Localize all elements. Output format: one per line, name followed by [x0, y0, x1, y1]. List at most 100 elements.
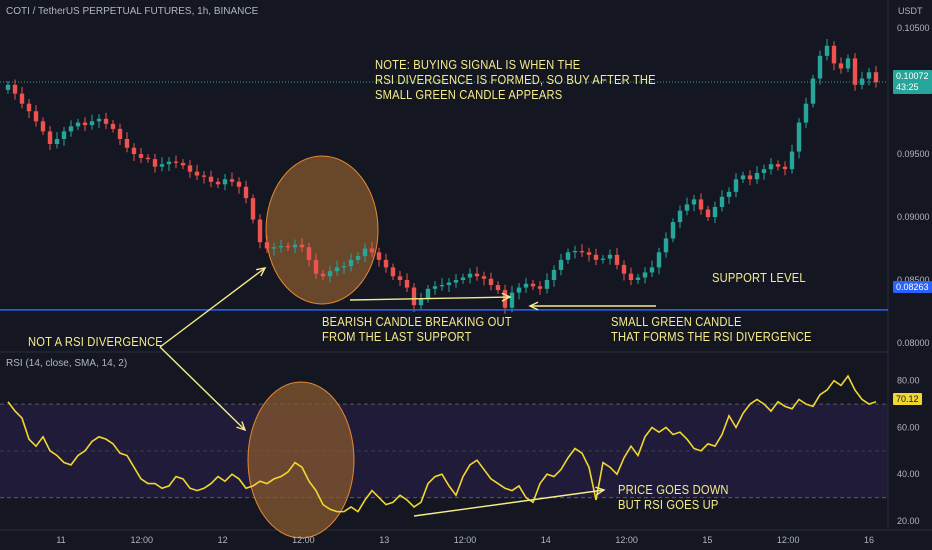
candle-body: [642, 272, 648, 278]
rsi-tick-label: 20.00: [897, 516, 920, 526]
axes: 0.105000.100000.095000.090000.085000.080…: [56, 23, 929, 545]
candle-body: [348, 259, 354, 267]
candle-body: [838, 63, 844, 69]
candle-body: [243, 186, 249, 199]
candle-body: [810, 78, 816, 104]
candle-body: [362, 248, 368, 257]
candle-body: [740, 175, 746, 180]
candle-body: [397, 276, 403, 280]
candle-body: [782, 166, 788, 170]
candle-body: [544, 280, 550, 289]
candle-body: [222, 179, 228, 185]
candle-body: [474, 273, 480, 277]
candle-body: [124, 138, 130, 148]
candle-body: [628, 273, 634, 280]
candle-body: [705, 209, 711, 218]
candle-body: [215, 181, 221, 185]
candle-body: [96, 118, 102, 122]
support-price-tag: 0.08263: [893, 281, 932, 293]
candle-body: [75, 122, 81, 127]
annotation-arrows: [159, 267, 656, 517]
candle-body: [754, 172, 760, 180]
candle-body: [586, 252, 592, 255]
time-tick-label: 13: [379, 535, 389, 545]
candle-body: [33, 111, 39, 122]
arrow-not-rsi-up: [159, 267, 266, 348]
candle-body: [187, 165, 193, 172]
candle-body: [719, 196, 725, 207]
candle-body: [194, 171, 200, 176]
candle-body: [488, 278, 494, 286]
candle-body: [495, 285, 501, 291]
candle-body: [404, 280, 410, 288]
candle-body: [208, 176, 214, 182]
rsi-band: [0, 403, 888, 499]
candle-body: [796, 122, 802, 152]
candle-body: [775, 164, 781, 167]
candle-body: [264, 242, 270, 249]
rsi-tick-label: 40.00: [897, 469, 920, 479]
candle-body: [152, 159, 158, 167]
candle-body: [852, 58, 858, 85]
green-line-2: THAT FORMS THE RSI DIVERGENCE: [611, 329, 812, 344]
candle-body: [173, 161, 179, 163]
price-lines: [0, 81, 888, 311]
rsi-tick-label: 80.00: [897, 376, 920, 386]
candle-body: [670, 222, 676, 239]
candle-body: [649, 267, 655, 273]
candle-body: [656, 252, 662, 268]
time-tick-label: 14: [541, 535, 551, 545]
note-line-3: SMALL GREEN CANDLE APPEARS: [375, 87, 563, 102]
candle-body: [411, 287, 417, 306]
note-line-1: NOTE: BUYING SIGNAL IS WHEN THE: [375, 57, 581, 72]
time-tick-label: 11: [56, 535, 65, 545]
candle-body: [600, 258, 606, 260]
candle-body: [579, 251, 585, 253]
time-tick-label: 12:00: [131, 535, 154, 545]
candle-body: [320, 273, 326, 277]
candle-body: [201, 175, 207, 177]
arrow-bearish: [349, 296, 511, 301]
candle-body: [761, 169, 767, 173]
arrow-not-rsi-up-head: [256, 267, 267, 277]
time-tick-label: 12:00: [292, 535, 315, 545]
note-annotation: NOTE: BUYING SIGNAL IS WHEN THE RSI DIVE…: [375, 57, 656, 102]
candle-body: [712, 206, 718, 218]
rsi-indicator-label[interactable]: RSI (14, close, SMA, 14, 2): [6, 358, 128, 369]
rsi-series: [7, 374, 877, 513]
candle-body: [726, 191, 732, 197]
highlight-circle-price: [265, 155, 379, 305]
candle-body: [117, 128, 123, 139]
arrow-not-rsi-down-head: [236, 421, 247, 432]
candle-body: [327, 271, 333, 277]
candle-body: [306, 247, 312, 260]
candle-body: [103, 118, 109, 124]
time-tick-label: 12:00: [615, 535, 638, 545]
candle-body: [845, 58, 851, 69]
candle-body: [355, 256, 361, 260]
currency-label: USDT: [898, 6, 923, 16]
candle-body: [292, 244, 298, 248]
candle-body: [166, 161, 172, 165]
price-line-1: PRICE GOES DOWN: [618, 482, 729, 497]
candle-body: [684, 204, 690, 211]
note-line-2: RSI DIVERGENCE IS FORMED, SO BUY AFTER T…: [375, 72, 656, 87]
candle-body: [369, 248, 375, 253]
candle-body: [159, 164, 165, 167]
candle-body: [5, 84, 11, 90]
candle-body: [40, 121, 46, 132]
candle-body: [26, 103, 32, 112]
candle-body: [82, 122, 88, 126]
candle-body: [635, 277, 641, 280]
candle-body: [439, 285, 445, 287]
candle-body: [817, 55, 823, 79]
candle-body: [390, 267, 396, 277]
symbol-title[interactable]: COTI / TetherUS PERPETUAL FUTURES, 1h, B…: [6, 6, 259, 17]
candle-body: [607, 254, 613, 259]
candle-body: [180, 162, 186, 166]
candle-body: [698, 199, 704, 210]
candle-body: [866, 72, 872, 79]
candle-body: [12, 84, 18, 94]
arrow-not-rsi-down: [159, 346, 246, 431]
